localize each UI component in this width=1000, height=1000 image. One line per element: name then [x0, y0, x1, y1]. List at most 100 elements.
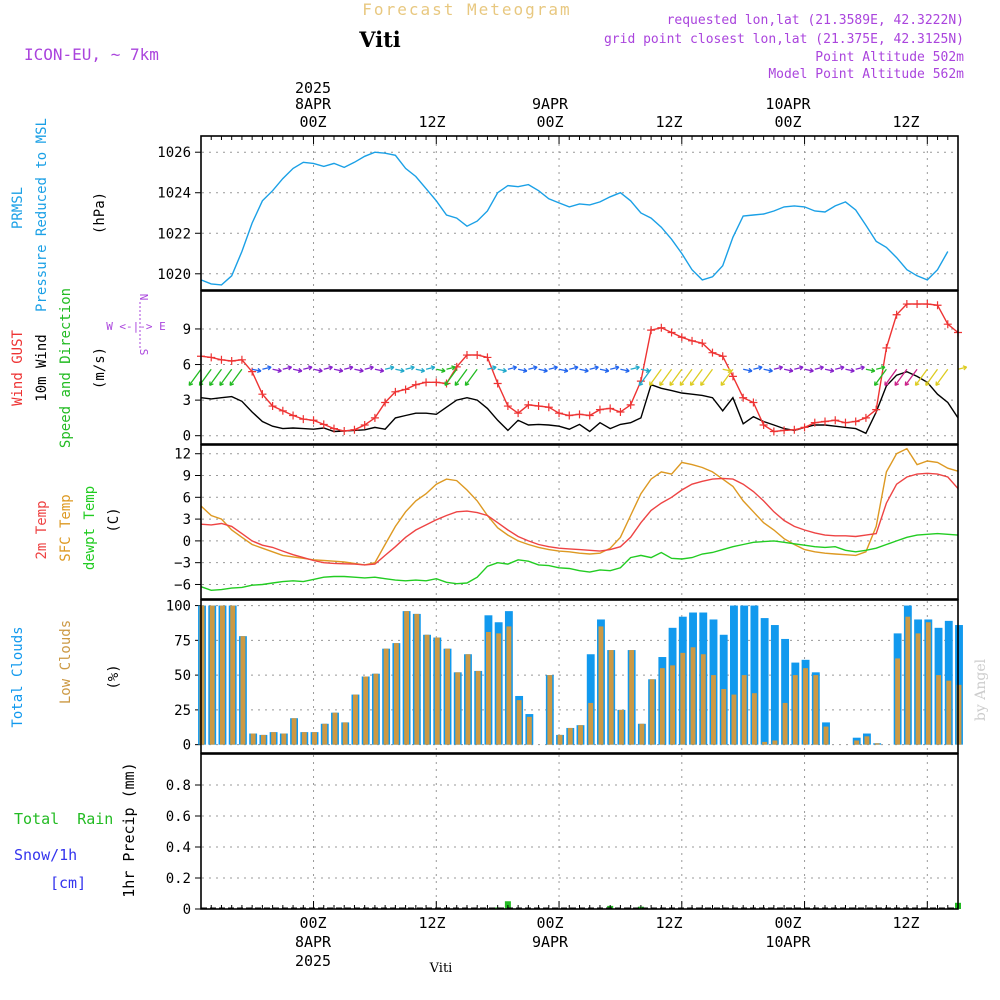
gust-marker: [810, 418, 819, 427]
wind-speed-line: [200, 370, 959, 435]
gust-marker: [329, 424, 338, 433]
low-cloud-bar: [608, 650, 614, 745]
rain-label: Total Rain: [14, 810, 113, 828]
wind-arrow: [313, 367, 323, 374]
ytick-label: 3: [183, 512, 191, 528]
gust-marker: [841, 418, 850, 427]
ytick-label: 100: [166, 599, 191, 615]
ytick-label: 0.6: [166, 809, 191, 825]
wind-arrow: [538, 367, 548, 374]
gust-marker: [575, 410, 584, 419]
clouds-low-label: Low Clouds: [58, 620, 74, 704]
low-cloud-bar: [199, 605, 205, 745]
low-cloud-bar: [516, 700, 522, 745]
wind-arrow: [292, 367, 303, 374]
gust-marker: [667, 328, 676, 337]
low-cloud-bar: [332, 712, 338, 745]
gust-marker: [309, 416, 318, 425]
wind-unit: (m/s): [92, 347, 108, 389]
low-cloud-bar: [700, 654, 706, 745]
bottom-hour-12z-9apr: 12Z: [655, 914, 682, 932]
temp-sfc-label: SFC Temp: [58, 494, 74, 561]
wind-arrow: [395, 367, 405, 374]
clouds-total-label: Total Clouds: [10, 626, 26, 727]
low-cloud-bar: [342, 722, 348, 745]
wind-arrow: [925, 368, 939, 387]
gust-marker: [872, 405, 881, 414]
gust-marker: [360, 421, 369, 430]
gust-marker: [289, 411, 298, 420]
compass-ew: W <-|-> E: [106, 320, 166, 333]
low-cloud-bar: [455, 672, 461, 745]
low-cloud-bar: [649, 679, 655, 745]
wind-arrow: [507, 365, 518, 371]
watermark: by Angel: [973, 658, 989, 721]
low-cloud-bar: [741, 675, 747, 745]
wind-arrow: [333, 367, 344, 374]
panel-frame: [200, 290, 959, 445]
cloud-and-precip-bars: [198, 605, 963, 909]
wind-arrow: [763, 367, 773, 374]
low-cloud-bar: [721, 689, 727, 745]
low-cloud-bar: [271, 732, 277, 745]
gust-marker: [606, 404, 615, 413]
wind-arrow: [620, 367, 630, 374]
gust-marker: [718, 352, 727, 361]
pressure-yticks: 1020 1022 1024 1026: [157, 145, 191, 283]
low-cloud-bar: [915, 633, 921, 745]
low-cloud-bar: [731, 694, 737, 745]
low-cloud-bar: [434, 637, 440, 745]
gust-marker: [299, 415, 308, 424]
gust-marker: [882, 343, 891, 352]
ytick-label: 0.8: [166, 778, 191, 794]
panel-frame: [200, 135, 959, 291]
panel-frame: [200, 753, 959, 910]
pressure-unit: (hPa): [92, 192, 108, 234]
gust-marker: [688, 336, 697, 345]
wind-arrow: [804, 367, 814, 374]
wind-arrow: [548, 365, 558, 371]
wind-arrow: [773, 365, 784, 371]
low-cloud-bar: [864, 736, 870, 745]
bottom-hour-12z-8apr: 12Z: [418, 914, 445, 932]
gust-marker: [258, 390, 267, 399]
low-cloud-bar: [250, 733, 256, 745]
low-cloud-bar: [220, 605, 225, 745]
top-date-10apr: 10APR: [765, 95, 811, 113]
ytick-label: 50: [174, 668, 191, 684]
wind-arrow: [669, 368, 683, 387]
low-cloud-bar: [209, 605, 215, 745]
low-cloud-bar: [496, 633, 502, 745]
wind-arrow: [873, 368, 887, 387]
ytick-label: 0.4: [166, 840, 191, 856]
low-cloud-bar: [823, 726, 829, 745]
gust-marker: [432, 378, 441, 387]
wind-arrow: [354, 367, 364, 374]
gust-marker: [902, 300, 911, 309]
low-cloud-bar: [946, 680, 952, 745]
wind-arrow: [783, 367, 794, 374]
wind-arrow: [229, 368, 243, 387]
ytick-label: 6: [183, 490, 191, 506]
gust-marker: [657, 323, 666, 332]
wind-arrow: [219, 368, 233, 387]
temperature-labels: 2m Temp SFC Temp dewpt Temp (C): [34, 486, 122, 570]
wind-arrow: [497, 367, 507, 374]
gust-marker: [544, 403, 553, 412]
wind-arrow: [845, 367, 855, 374]
panel-frames: [200, 135, 959, 910]
low-cloud-bar: [465, 654, 471, 745]
gust-marker: [422, 378, 431, 387]
wind-arrow: [794, 365, 804, 371]
meteogram-title: Forecast Meteogram: [362, 0, 571, 19]
low-cloud-bar: [547, 675, 553, 745]
wind-arrow: [957, 365, 968, 371]
gust-marker: [319, 420, 328, 429]
pressure-label-main: PRMSL: [10, 187, 26, 229]
temp-unit: (C): [106, 507, 122, 532]
wind-arrow: [262, 365, 272, 371]
low-cloud-bar: [772, 740, 778, 745]
low-cloud-bar: [905, 616, 911, 745]
wind-arrow: [188, 368, 202, 387]
